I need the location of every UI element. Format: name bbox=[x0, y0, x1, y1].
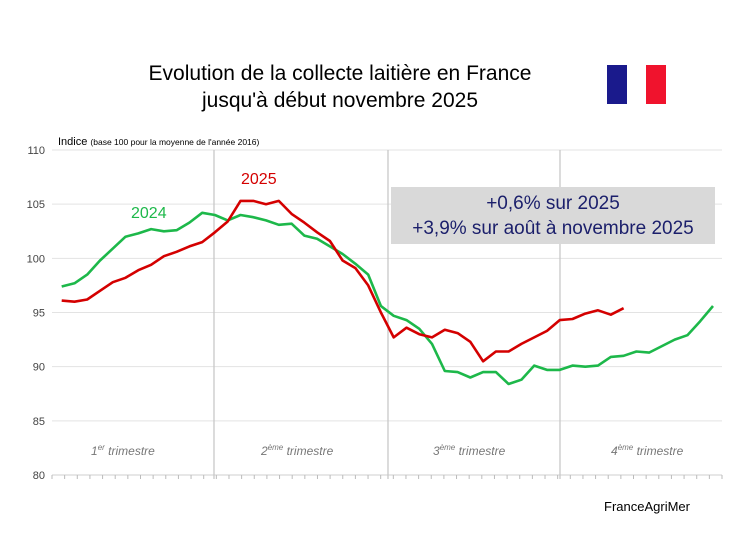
y-tick-label: 90 bbox=[33, 362, 45, 374]
y-tick-label: 110 bbox=[27, 145, 45, 157]
source-label: FranceAgriMer bbox=[604, 499, 690, 514]
annotation-line1: +0,6% sur 2025 bbox=[486, 193, 620, 214]
annotation-box: +0,6% sur 2025 +3,9% sur août à novembre… bbox=[391, 187, 715, 244]
y-axis-note: (base 100 pour la moyenne de l'année 201… bbox=[90, 137, 260, 147]
y-axis-title: Indice (base 100 pour la moyenne de l'an… bbox=[58, 136, 259, 148]
y-tick-label: 95 bbox=[33, 308, 45, 320]
chart-title-line2: jusqu'à début novembre 2025 bbox=[201, 89, 479, 112]
y-tick-label: 105 bbox=[27, 199, 45, 211]
quarter-label-4: 4ème trimestre bbox=[611, 443, 684, 458]
french-flag-red bbox=[646, 65, 666, 104]
quarter-label-3: 3ème trimestre bbox=[433, 443, 506, 458]
french-flag-blue bbox=[607, 65, 627, 104]
y-tick-label: 100 bbox=[27, 253, 45, 265]
quarter-label-2: 2ème trimestre bbox=[261, 443, 334, 458]
y-tick-label: 85 bbox=[33, 416, 45, 428]
series-label-2025: 2025 bbox=[241, 171, 277, 188]
y-axis-label: Indice bbox=[58, 136, 88, 148]
y-tick-label: 80 bbox=[33, 470, 45, 482]
series-line-2024 bbox=[61, 211, 714, 386]
annotation-line2: +3,9% sur août à novembre 2025 bbox=[412, 218, 694, 239]
series-label-2024: 2024 bbox=[131, 205, 167, 222]
quarter-label-1: 1er trimestre bbox=[91, 443, 155, 458]
chart-title-line1: Evolution de la collecte laitière en Fra… bbox=[148, 62, 532, 85]
